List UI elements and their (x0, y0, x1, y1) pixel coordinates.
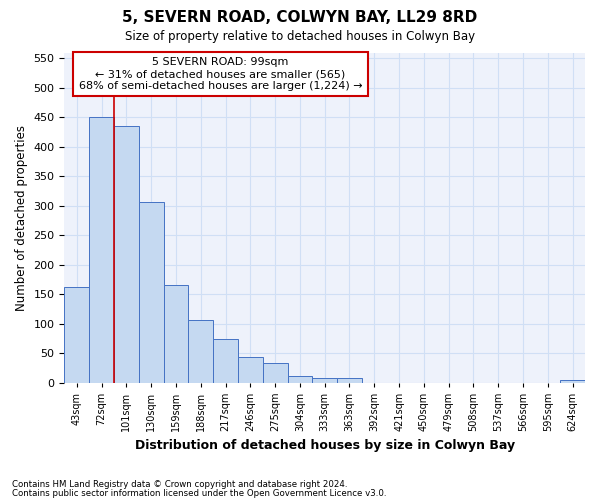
Text: Contains HM Land Registry data © Crown copyright and database right 2024.: Contains HM Land Registry data © Crown c… (12, 480, 347, 489)
Text: 5 SEVERN ROAD: 99sqm
← 31% of detached houses are smaller (565)
68% of semi-deta: 5 SEVERN ROAD: 99sqm ← 31% of detached h… (79, 58, 362, 90)
Bar (313, 378, 337, 382)
Bar (114, 126, 139, 382)
Bar (560, 380, 585, 382)
Bar (188, 320, 213, 382)
Bar (263, 363, 287, 382)
Bar (139, 202, 164, 382)
Bar (64, 287, 89, 382)
Bar (213, 339, 238, 382)
Bar (164, 286, 188, 382)
Bar (89, 118, 114, 382)
Bar (238, 356, 263, 382)
Text: 5, SEVERN ROAD, COLWYN BAY, LL29 8RD: 5, SEVERN ROAD, COLWYN BAY, LL29 8RD (122, 10, 478, 25)
Text: Contains public sector information licensed under the Open Government Licence v3: Contains public sector information licen… (12, 488, 386, 498)
Y-axis label: Number of detached properties: Number of detached properties (15, 124, 28, 310)
Bar (287, 376, 313, 382)
X-axis label: Distribution of detached houses by size in Colwyn Bay: Distribution of detached houses by size … (134, 440, 515, 452)
Bar (337, 378, 362, 382)
Text: Size of property relative to detached houses in Colwyn Bay: Size of property relative to detached ho… (125, 30, 475, 43)
